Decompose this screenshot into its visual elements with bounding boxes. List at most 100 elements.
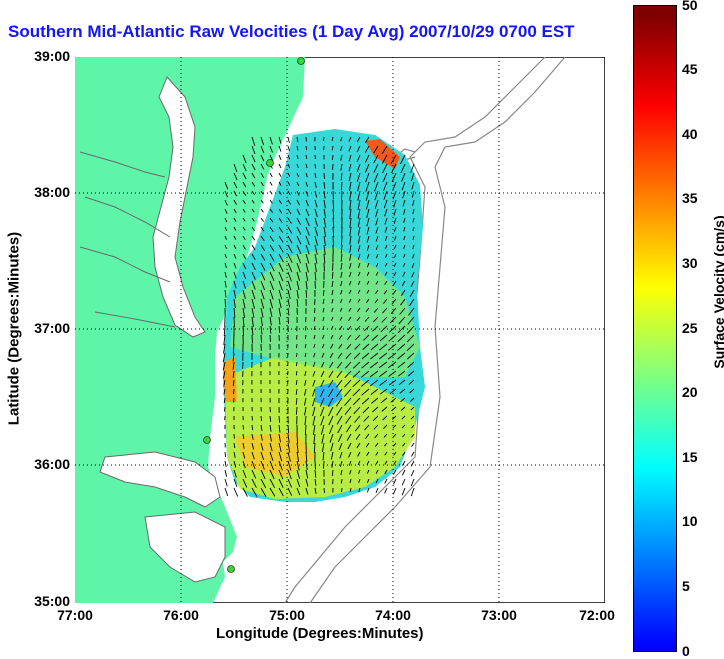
velocity-vector (410, 172, 415, 182)
velocity-vector (304, 424, 307, 435)
velocity-vector (314, 208, 318, 218)
velocity-vector (304, 379, 307, 386)
velocity-vector (321, 433, 325, 444)
velocity-vector (347, 442, 352, 450)
velocity-vector (357, 262, 361, 269)
velocity-vector (269, 298, 274, 309)
velocity-vector (295, 406, 298, 415)
velocity-vector (232, 352, 235, 362)
velocity-vector (260, 154, 265, 162)
velocity-vector (322, 316, 325, 322)
xtick-label: 76:00 (163, 607, 199, 623)
velocity-vector (260, 316, 263, 327)
velocity-vector (223, 406, 226, 412)
velocity-vector (361, 370, 370, 378)
velocity-vector (356, 442, 361, 449)
velocity-vector (397, 325, 406, 334)
velocity-vector (251, 217, 255, 222)
velocity-vector (364, 163, 370, 173)
velocity-vector (339, 460, 343, 467)
velocity-vector (408, 307, 415, 316)
velocity-vector (341, 487, 343, 493)
velocity-vector (321, 361, 325, 368)
velocity-vector (323, 217, 327, 228)
velocity-vector (305, 172, 308, 178)
velocity-vector (409, 289, 415, 297)
velocity-vector (328, 370, 334, 378)
velocity-vector (296, 352, 298, 358)
velocity-vector (260, 163, 265, 170)
velocity-vector (242, 424, 244, 430)
velocity-vector (304, 406, 307, 416)
velocity-vector (328, 424, 334, 435)
velocity-vector (305, 199, 309, 207)
velocity-vector (305, 217, 310, 226)
velocity-vector (389, 388, 397, 395)
velocity-vector (287, 298, 291, 308)
velocity-vector (323, 208, 327, 219)
velocity-vector (348, 298, 352, 303)
velocity-vector (287, 451, 291, 462)
velocity-vector (251, 451, 255, 460)
velocity-vector (287, 226, 293, 234)
velocity-vector (383, 289, 388, 295)
velocity-vector (406, 334, 415, 343)
velocity-vector (314, 487, 317, 494)
velocity-vector (251, 145, 256, 155)
velocity-vector (304, 325, 307, 331)
velocity-vector (251, 235, 256, 241)
velocity-vector (344, 406, 352, 415)
velocity-vector (321, 352, 325, 358)
velocity-vector (374, 181, 379, 192)
velocity-vector (242, 469, 247, 479)
velocity-vector (384, 244, 388, 250)
velocity-vector (269, 262, 275, 272)
velocity-vector (296, 280, 300, 291)
velocity-vector (375, 235, 379, 242)
velocity-vector (370, 388, 379, 396)
velocity-vector (287, 487, 293, 496)
velocity-vector (398, 379, 406, 386)
velocity-vector (296, 199, 301, 206)
velocity-vector (260, 262, 266, 271)
velocity-vector (382, 181, 388, 192)
velocity-vector (251, 190, 255, 196)
velocity-vector (242, 208, 246, 213)
velocity-vector (354, 424, 361, 432)
velocity-vector (287, 433, 290, 444)
velocity-vector (362, 406, 370, 414)
velocity-vector (242, 190, 247, 196)
velocity-vector (251, 208, 255, 213)
velocity-vector (411, 181, 415, 190)
velocity-vector (384, 253, 388, 258)
colorbar-tick: 15 (682, 449, 698, 465)
velocity-vector (374, 190, 379, 201)
velocity-vector (401, 487, 406, 496)
velocity-vector (251, 442, 255, 450)
velocity-vector (260, 442, 264, 451)
velocity-vector (321, 442, 325, 453)
velocity-vector (412, 226, 415, 232)
velocity-vector (354, 415, 361, 423)
velocity-vector (387, 361, 397, 369)
velocity-vector (233, 280, 237, 289)
velocity-vector (242, 244, 246, 250)
velocity-vector (269, 307, 273, 318)
velocity-vector (361, 388, 370, 396)
velocity-vector (339, 307, 343, 312)
velocity-vector (327, 397, 334, 407)
velocity-vector (242, 451, 246, 459)
velocity-vector (224, 226, 228, 231)
velocity-vector (331, 289, 334, 296)
velocity-vector (330, 442, 334, 452)
velocity-vector (340, 289, 343, 295)
velocity-vector (337, 361, 343, 369)
velocity-vector (313, 325, 316, 331)
velocity-vector (357, 298, 361, 303)
velocity-vector (287, 199, 291, 205)
velocity-vector (348, 316, 352, 322)
radar-station (266, 159, 274, 167)
velocity-vector (328, 388, 334, 398)
velocity-vector (232, 361, 235, 370)
velocity-vector (393, 451, 397, 456)
